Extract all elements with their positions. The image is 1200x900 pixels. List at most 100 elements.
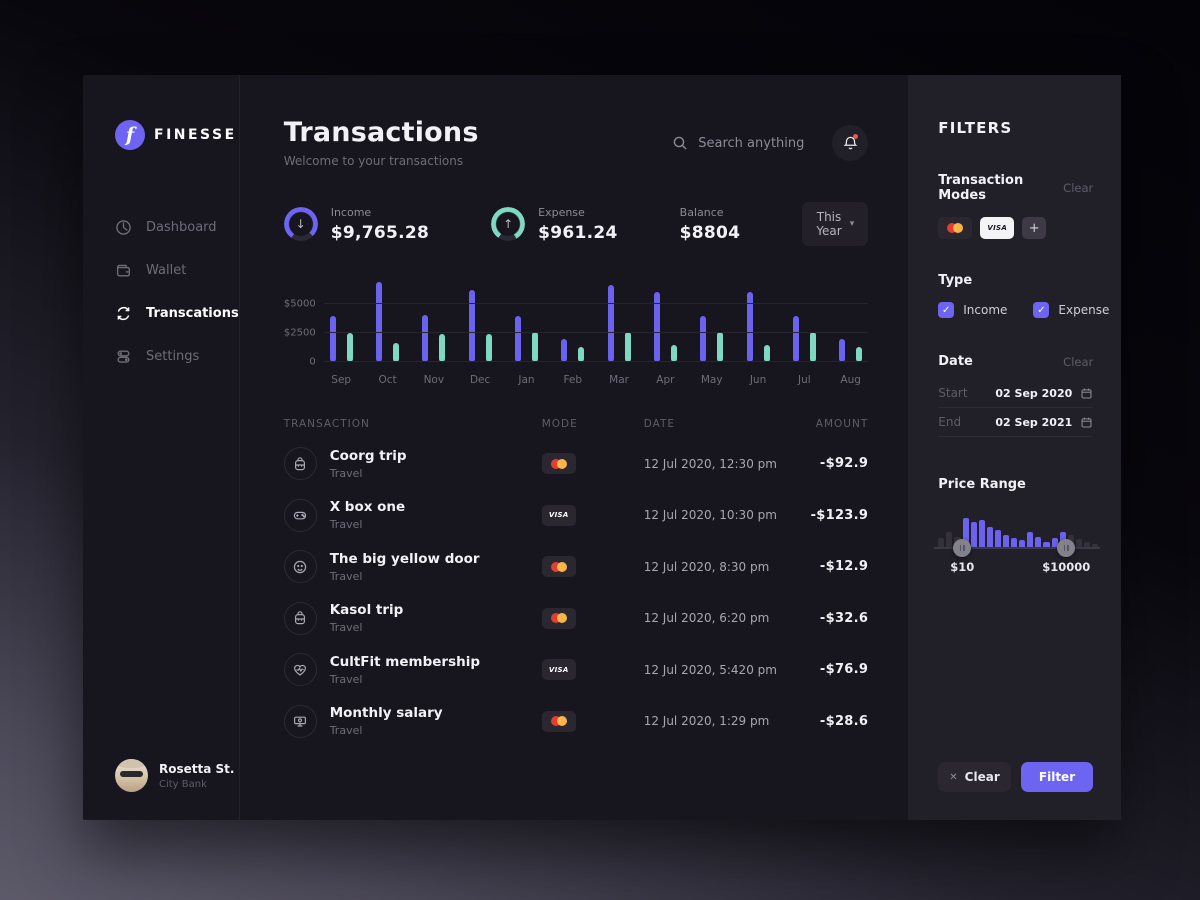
sidebar-item-dashboard[interactable]: Dashboard bbox=[115, 212, 239, 243]
transaction-name: X box one bbox=[329, 499, 406, 516]
histogram-bar-in-range bbox=[1035, 537, 1042, 548]
chart-plot: Sep Oct Nov Dec Jan Feb Mar Apr May Jun Jul Aug bbox=[323, 276, 869, 386]
table-row[interactable]: Kasol trip Travel 12 Jul 2020, 6:20 pm -$32… bbox=[283, 593, 869, 645]
table-row[interactable]: Coorg trip Travel 12 Jul 2020, 12:30 pm -$9… bbox=[283, 438, 869, 490]
arrow-down-icon: ↓ bbox=[295, 217, 306, 231]
visa-icon: VISA bbox=[541, 504, 576, 526]
slider-track bbox=[934, 547, 1101, 549]
type-checkbox-expense[interactable]: ✓ Expense bbox=[1033, 302, 1109, 318]
transaction-category: Travel bbox=[329, 724, 363, 738]
date-cell: 12 Jul 2020, 12:30 pm bbox=[643, 456, 777, 471]
chart-group-aug: Aug bbox=[839, 276, 863, 386]
table-row[interactable]: Monthly salary Travel 12 Jul 2020, 1:29 pm… bbox=[283, 696, 869, 748]
period-label: This Year bbox=[816, 210, 842, 238]
x-tick-label: Nov bbox=[423, 374, 445, 386]
table-row[interactable]: CultFit membership Travel VISA 12 Jul 2020,… bbox=[283, 644, 869, 696]
close-icon: ✕ bbox=[949, 771, 958, 783]
user-profile[interactable]: Rosetta St. City Bank bbox=[115, 759, 239, 792]
search-input[interactable] bbox=[698, 135, 817, 151]
expense-bar bbox=[809, 332, 816, 362]
end-date-picker[interactable]: 02 Sep 2021 bbox=[995, 416, 1093, 429]
x-tick-label: Sep bbox=[331, 374, 352, 386]
mastercard-icon bbox=[541, 607, 576, 629]
date-clear-link[interactable]: Clear bbox=[1063, 354, 1094, 369]
x-tick-label: Jul bbox=[797, 374, 811, 386]
filter-actions: ✕ Clear Filter bbox=[938, 762, 1094, 792]
chart-group-oct: Oct bbox=[376, 276, 400, 386]
slider-handle-min[interactable] bbox=[953, 539, 972, 557]
modes-clear-link[interactable]: Clear bbox=[1063, 181, 1094, 195]
slider-handle-max[interactable] bbox=[1057, 539, 1076, 557]
sidebar: f FINESSE Dashboard Wallet Transcations Set… bbox=[83, 75, 240, 820]
sidebar-item-label: Settings bbox=[146, 349, 200, 364]
histogram-bar-in-range bbox=[962, 518, 969, 548]
ring-arc bbox=[491, 207, 526, 241]
bell-icon bbox=[843, 136, 858, 149]
chart-group-may: May bbox=[700, 276, 724, 386]
income-bar bbox=[514, 315, 521, 362]
date-cell: 12 Jul 2020, 10:30 pm bbox=[643, 508, 777, 523]
period-selector[interactable]: This Year ▾ bbox=[802, 202, 869, 246]
histogram-bar-in-range bbox=[970, 522, 977, 548]
expense-bar bbox=[439, 334, 446, 362]
mastercard-red-circle bbox=[550, 458, 561, 469]
chart-group-dec: Dec bbox=[468, 276, 492, 386]
type-checkbox-income[interactable]: ✓ Income bbox=[938, 302, 1007, 318]
table-row[interactable]: X box one Travel VISA 12 Jul 2020, 10:30 pm… bbox=[283, 490, 869, 542]
visa-icon[interactable]: VISA bbox=[980, 217, 1015, 239]
sidebar-item-label: Dashboard bbox=[146, 220, 217, 235]
transaction-cell: Coorg trip Travel bbox=[283, 447, 542, 481]
calendar-icon bbox=[1081, 417, 1092, 427]
chart-group-apr: Apr bbox=[653, 276, 677, 386]
dashboard-icon bbox=[115, 219, 132, 236]
expense-bar bbox=[624, 332, 631, 362]
x-tick-label: Dec bbox=[469, 374, 491, 386]
price-range-slider: $10 $10000 bbox=[934, 516, 1101, 574]
date-label: Date bbox=[938, 354, 973, 369]
stats-row: ↓ Income $9,765.28 ↑ Expense $961.24 Balance $8… bbox=[283, 202, 869, 246]
stat-label: Income bbox=[330, 205, 372, 219]
chart-group-feb: Feb bbox=[561, 276, 585, 386]
chart-group-nov: Nov bbox=[422, 276, 446, 386]
income-bar bbox=[468, 290, 475, 362]
income-bar bbox=[561, 339, 568, 362]
sidebar-item-wallet[interactable]: Wallet bbox=[115, 255, 239, 286]
sidebar-item-settings[interactable]: Settings bbox=[115, 341, 239, 372]
mastercard-icon[interactable] bbox=[938, 217, 973, 239]
page-subtitle: Welcome to your transactions bbox=[283, 154, 464, 168]
notifications-button[interactable] bbox=[832, 125, 869, 161]
col-date: DATE bbox=[643, 418, 676, 430]
mastercard-red-circle bbox=[947, 223, 958, 233]
expense-bar bbox=[485, 334, 492, 362]
apply-filter-button[interactable]: Filter bbox=[1020, 762, 1094, 792]
clear-filters-button[interactable]: ✕ Clear bbox=[938, 762, 1011, 792]
mode-cell bbox=[541, 607, 644, 629]
table-row[interactable]: The big yellow door Travel 12 Jul 2020, 8:… bbox=[283, 541, 869, 593]
add-mode-button[interactable]: + bbox=[1022, 217, 1047, 239]
table-body: Coorg trip Travel 12 Jul 2020, 12:30 pm -$9… bbox=[283, 438, 869, 748]
chart-bars: Sep Oct Nov Dec Jan Feb Mar Apr May Jun Jul Aug bbox=[324, 276, 869, 386]
histogram-bar-in-range bbox=[1011, 538, 1018, 548]
chart-group-jun: Jun bbox=[746, 276, 770, 386]
histogram-bar-in-range bbox=[978, 520, 985, 548]
transaction-name: The big yellow door bbox=[329, 550, 480, 567]
x-tick-label: Oct bbox=[378, 374, 397, 386]
gridline bbox=[323, 332, 869, 333]
start-date-picker[interactable]: 02 Sep 2020 bbox=[995, 387, 1093, 400]
transaction-modes-label: Transaction Modes bbox=[938, 173, 1024, 203]
transaction-name: Coorg trip bbox=[329, 447, 407, 464]
page-title: Transactions bbox=[283, 117, 479, 148]
histogram-bar-in-range bbox=[1019, 540, 1026, 548]
transaction-name: CultFit membership bbox=[329, 653, 481, 670]
expense-bar bbox=[763, 344, 770, 362]
col-amount: AMOUNT bbox=[815, 418, 869, 430]
end-label: End bbox=[938, 415, 962, 429]
histogram-bar-in-range bbox=[1003, 535, 1010, 548]
chart-group-jan: Jan bbox=[514, 276, 538, 386]
user-avatar bbox=[115, 759, 148, 792]
notification-badge bbox=[853, 134, 859, 139]
sidebar-item-transcations[interactable]: Transcations bbox=[115, 298, 239, 329]
checkbox-label: Income bbox=[963, 303, 1008, 317]
page-header: Transactions Welcome to your transaction… bbox=[284, 117, 869, 168]
sidebar-item-label: Transcations bbox=[146, 306, 239, 321]
